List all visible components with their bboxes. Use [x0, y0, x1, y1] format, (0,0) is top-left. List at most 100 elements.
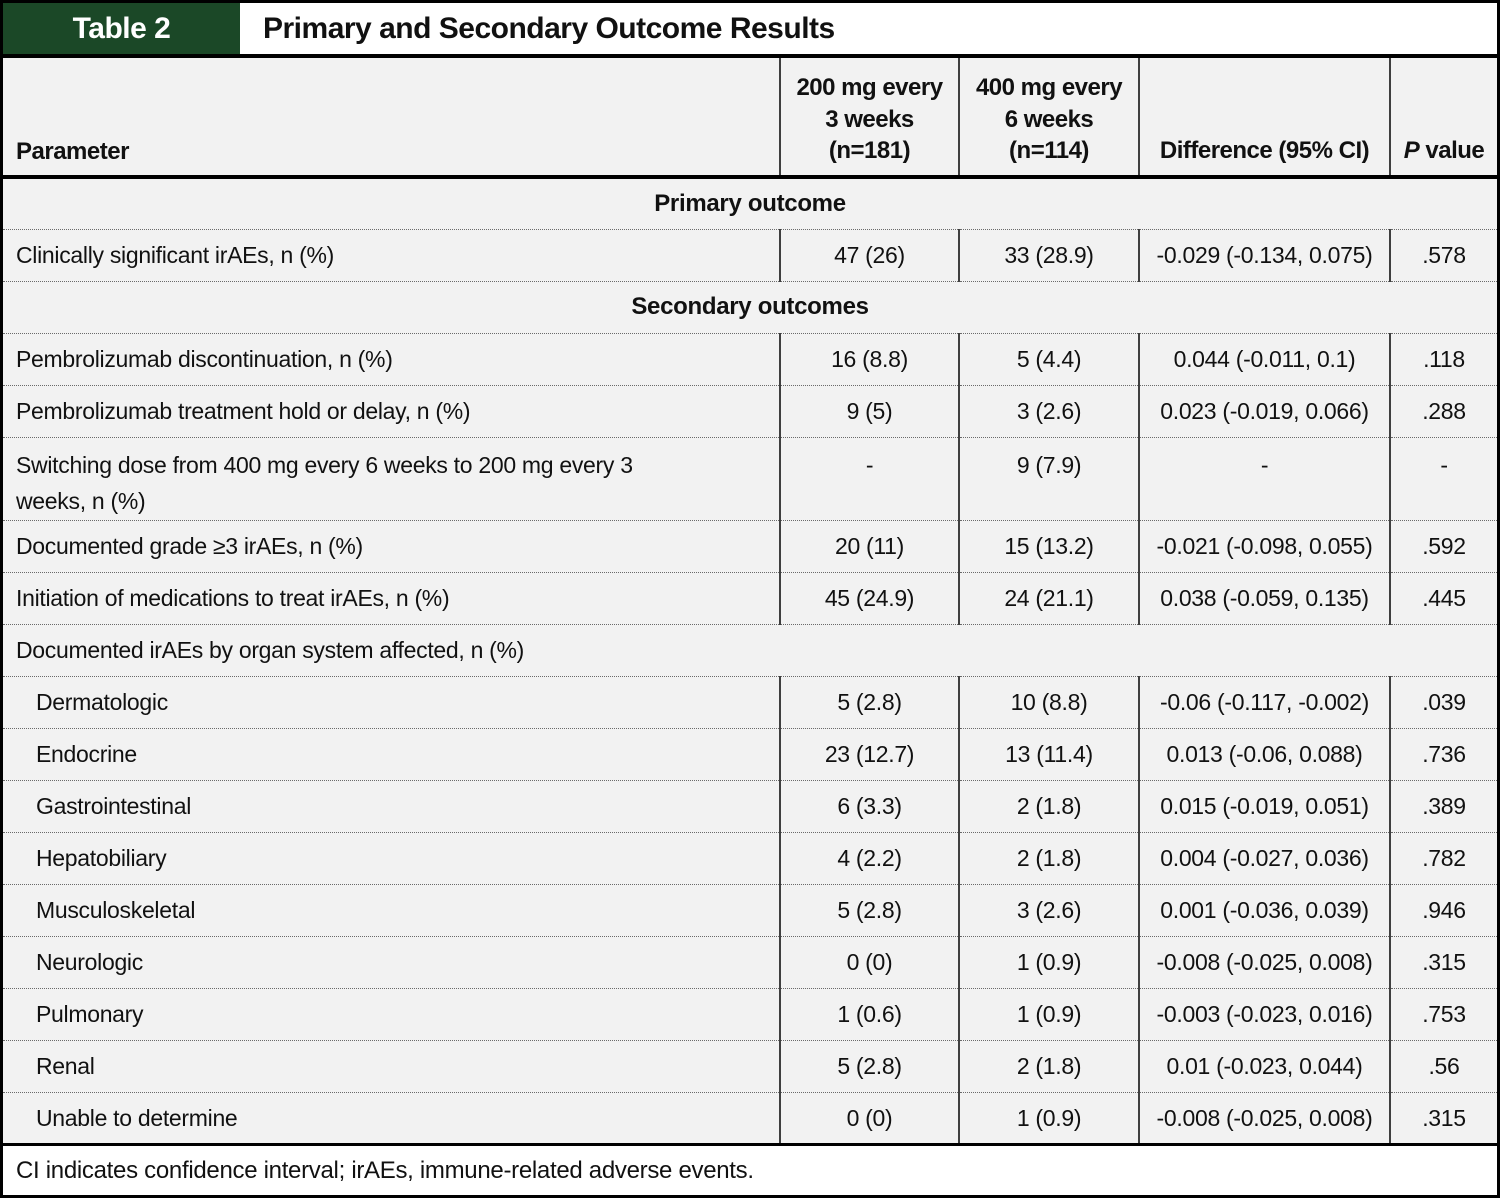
column-header-difference: Difference (95% CI) — [1138, 58, 1390, 179]
table-row: Unable to determine 0 (0) 1 (0.9) -0.008… — [3, 1092, 1497, 1147]
pvalue-cell: .753 — [1389, 988, 1497, 1041]
table-number-badge: Table 2 — [3, 3, 240, 54]
difference-cell: 0.001 (-0.036, 0.039) — [1138, 884, 1390, 937]
value-cell-400mg: 3 (2.6) — [958, 884, 1139, 937]
parameter-cell: Hepatobiliary — [3, 832, 780, 885]
value-cell-400mg: 13 (11.4) — [958, 728, 1139, 781]
difference-cell: 0.01 (-0.023, 0.044) — [1138, 1040, 1390, 1093]
value-cell-200mg: 23 (12.7) — [779, 728, 959, 781]
pvalue-cell: .592 — [1389, 520, 1497, 573]
parameter-cell: Pembrolizumab treatment hold or delay, n… — [3, 384, 780, 437]
value-cell-200mg: 5 (2.8) — [779, 884, 959, 937]
table-row: Pembrolizumab discontinuation, n (%) 16 … — [3, 332, 1497, 385]
pvalue-cell: .782 — [1389, 832, 1497, 885]
difference-cell: -0.021 (-0.098, 0.055) — [1138, 520, 1390, 573]
section-row-secondary-outcomes: Secondary outcomes — [3, 280, 1497, 333]
value-cell-200mg: 0 (0) — [779, 1092, 959, 1147]
parameter-cell: Musculoskeletal — [3, 884, 780, 937]
table-row: Musculoskeletal 5 (2.8) 3 (2.6) 0.001 (-… — [3, 884, 1497, 937]
column-header-400mg: 400 mg every 6 weeks (n=114) — [958, 58, 1139, 179]
pvalue-cell: .315 — [1389, 1092, 1497, 1147]
difference-cell: 0.015 (-0.019, 0.051) — [1138, 780, 1390, 833]
parameter-cell: Dermatologic — [3, 676, 780, 729]
pvalue-cell: .315 — [1389, 936, 1497, 989]
value-cell-400mg: 3 (2.6) — [958, 384, 1139, 437]
value-cell-200mg: - — [779, 436, 959, 521]
value-cell-400mg: 15 (13.2) — [958, 520, 1139, 573]
parameter-cell: Switching dose from 400 mg every 6 weeks… — [3, 436, 780, 521]
parameter-cell: Pulmonary — [3, 988, 780, 1041]
value-cell-400mg: 24 (21.1) — [958, 572, 1139, 625]
table-row: Endocrine 23 (12.7) 13 (11.4) 0.013 (-0.… — [3, 728, 1497, 781]
value-cell-400mg: 10 (8.8) — [958, 676, 1139, 729]
table-row: Neurologic 0 (0) 1 (0.9) -0.008 (-0.025,… — [3, 936, 1497, 989]
value-cell-200mg: 9 (5) — [779, 384, 959, 437]
difference-cell: 0.044 (-0.011, 0.1) — [1138, 332, 1390, 385]
parameter-cell: Pembrolizumab discontinuation, n (%) — [3, 332, 780, 385]
table-row: Pulmonary 1 (0.6) 1 (0.9) -0.003 (-0.023… — [3, 988, 1497, 1041]
pvalue-cell: .946 — [1389, 884, 1497, 937]
parameter-cell: Documented grade ≥3 irAEs, n (%) — [3, 520, 780, 573]
column-header-pvalue: P value — [1389, 58, 1497, 179]
difference-cell: -0.029 (-0.134, 0.075) — [1138, 228, 1390, 281]
value-cell-200mg: 5 (2.8) — [779, 1040, 959, 1093]
difference-cell: 0.038 (-0.059, 0.135) — [1138, 572, 1390, 625]
table-row: Hepatobiliary 4 (2.2) 2 (1.8) 0.004 (-0.… — [3, 832, 1497, 885]
pvalue-cell: .578 — [1389, 228, 1497, 281]
parameter-cell: Renal — [3, 1040, 780, 1093]
parameter-cell: Unable to determine — [3, 1092, 780, 1147]
value-cell-400mg: 2 (1.8) — [958, 832, 1139, 885]
difference-cell: - — [1138, 436, 1390, 521]
pvalue-cell: .118 — [1389, 332, 1497, 385]
value-cell-400mg: 33 (28.9) — [958, 228, 1139, 281]
column-header-200mg: 200 mg every 3 weeks (n=181) — [779, 58, 959, 179]
parameter-cell: Neurologic — [3, 936, 780, 989]
difference-cell: 0.023 (-0.019, 0.066) — [1138, 384, 1390, 437]
value-cell-400mg: 1 (0.9) — [958, 936, 1139, 989]
value-cell-200mg: 47 (26) — [779, 228, 959, 281]
table-title-bar: Table 2 Primary and Secondary Outcome Re… — [3, 3, 1497, 58]
value-cell-200mg: 5 (2.8) — [779, 676, 959, 729]
parameter-cell: Gastrointestinal — [3, 780, 780, 833]
pvalue-cell: .039 — [1389, 676, 1497, 729]
section-row-primary-outcome: Primary outcome — [3, 177, 1497, 229]
parameter-cell: Endocrine — [3, 728, 780, 781]
value-cell-400mg: 1 (0.9) — [958, 988, 1139, 1041]
table-row: Switching dose from 400 mg every 6 weeks… — [3, 436, 1497, 521]
column-header-row: Parameter 200 mg every 3 weeks (n=181) 4… — [3, 58, 1497, 179]
value-cell-200mg: 0 (0) — [779, 936, 959, 989]
value-cell-200mg: 1 (0.6) — [779, 988, 959, 1041]
parameter-cell: Clinically significant irAEs, n (%) — [3, 228, 780, 281]
column-header-parameter: Parameter — [3, 58, 780, 179]
table-row: Initiation of medications to treat irAEs… — [3, 572, 1497, 625]
pvalue-cell: .56 — [1389, 1040, 1497, 1093]
difference-cell: 0.004 (-0.027, 0.036) — [1138, 832, 1390, 885]
pvalue-cell: .288 — [1389, 384, 1497, 437]
organ-system-subheader-row: Documented irAEs by organ system affecte… — [3, 624, 1497, 677]
pvalue-cell: .445 — [1389, 572, 1497, 625]
difference-cell: -0.06 (-0.117, -0.002) — [1138, 676, 1390, 729]
page-title: Primary and Secondary Outcome Results — [263, 11, 835, 45]
value-cell-200mg: 16 (8.8) — [779, 332, 959, 385]
value-cell-200mg: 45 (24.9) — [779, 572, 959, 625]
difference-cell: -0.008 (-0.025, 0.008) — [1138, 1092, 1390, 1147]
difference-cell: -0.008 (-0.025, 0.008) — [1138, 936, 1390, 989]
table-row: Gastrointestinal 6 (3.3) 2 (1.8) 0.015 (… — [3, 780, 1497, 833]
value-cell-400mg: 2 (1.8) — [958, 1040, 1139, 1093]
value-cell-400mg: 9 (7.9) — [958, 436, 1139, 521]
subheader-label: Documented irAEs by organ system affecte… — [3, 624, 1497, 677]
section-label: Secondary outcomes — [3, 280, 1497, 333]
outcomes-table: Parameter 200 mg every 3 weeks (n=181) 4… — [3, 58, 1497, 1147]
table-number-label: Table 2 — [72, 11, 171, 45]
table-row: Clinically significant irAEs, n (%) 47 (… — [3, 228, 1497, 281]
table-row: Documented grade ≥3 irAEs, n (%) 20 (11)… — [3, 520, 1497, 573]
table-row: Pembrolizumab treatment hold or delay, n… — [3, 384, 1497, 437]
value-cell-200mg: 20 (11) — [779, 520, 959, 573]
pvalue-cell: .736 — [1389, 728, 1497, 781]
parameter-cell: Initiation of medications to treat irAEs… — [3, 572, 780, 625]
pvalue-cell: .389 — [1389, 780, 1497, 833]
table-row: Dermatologic 5 (2.8) 10 (8.8) -0.06 (-0.… — [3, 676, 1497, 729]
table-footnote: CI indicates confidence interval; irAEs,… — [3, 1146, 1497, 1195]
value-cell-400mg: 1 (0.9) — [958, 1092, 1139, 1147]
